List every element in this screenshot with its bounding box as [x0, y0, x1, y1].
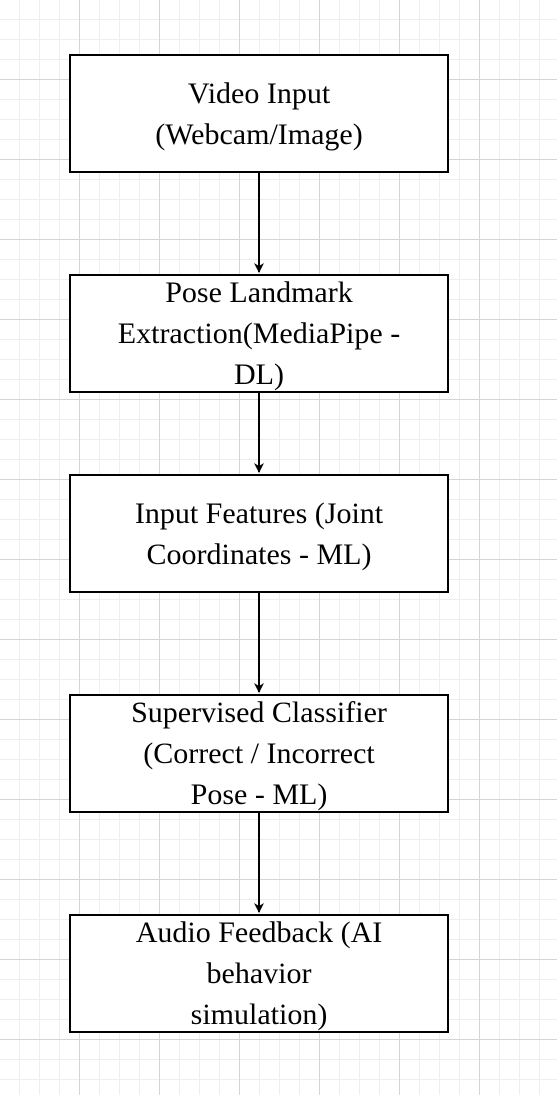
supervised-classifier-box[interactable]: Supervised Classifier (Correct / Incorre…	[69, 694, 449, 813]
audio-feedback-label: Audio Feedback (AI behavior simulation)	[135, 916, 383, 1031]
video-input-label: Video Input (Webcam/Image)	[155, 76, 363, 151]
supervised-classifier-label: Supervised Classifier (Correct / Incorre…	[131, 696, 387, 811]
input-features-box[interactable]: Input Features (Joint Coordinates - ML)	[69, 474, 449, 593]
audio-feedback-box[interactable]: Audio Feedback (AI behavior simulation)	[69, 914, 449, 1033]
video-input-box[interactable]: Video Input (Webcam/Image)	[69, 54, 449, 173]
pose-landmark-extraction-label: Pose Landmark Extraction(MediaPipe - DL)	[117, 276, 401, 391]
pose-landmark-extraction-box[interactable]: Pose Landmark Extraction(MediaPipe - DL)	[69, 274, 449, 393]
input-features-label: Input Features (Joint Coordinates - ML)	[134, 496, 384, 571]
